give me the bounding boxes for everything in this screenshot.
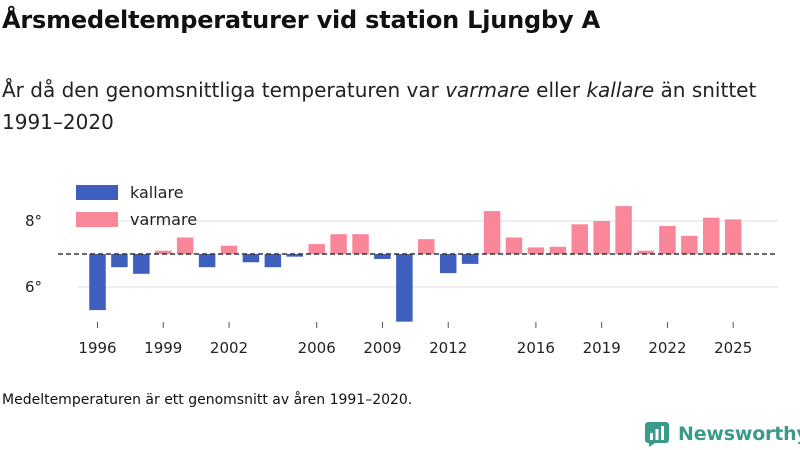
newsworthy-icon	[645, 422, 669, 447]
legend-swatch-colder	[76, 185, 118, 200]
bar-warmer	[637, 250, 654, 254]
x-tick-label: 2019	[583, 339, 621, 357]
bar-warmer	[659, 225, 676, 254]
subtitle-colder: kallare	[586, 78, 655, 102]
bar-warmer	[724, 219, 742, 254]
subtitle-part: eller	[529, 78, 587, 102]
x-tick-label: 2016	[517, 339, 555, 357]
bar-warmer	[549, 246, 567, 254]
bar-colder	[111, 254, 128, 268]
chart-title: Årsmedeltemperaturer vid station Ljungby…	[2, 6, 600, 34]
bar-warmer	[155, 250, 172, 254]
bar-colder	[439, 254, 457, 274]
bar-warmer	[308, 244, 325, 254]
bar-warmer	[527, 247, 545, 254]
legend-label-warmer: varmare	[130, 210, 197, 229]
brand-logo: Newsworthy	[644, 421, 800, 447]
x-tick-label: 2012	[429, 339, 467, 357]
chart-subtitle: År då den genomsnittliga temperaturen va…	[2, 74, 782, 138]
brand-name: Newsworthy	[678, 423, 800, 445]
subtitle-part: än snittet 1991–2020	[2, 78, 757, 134]
bar-warmer	[505, 237, 523, 254]
temperature-chart: 6° 8° 1996 1999 2002 2006 2009 2012 2016 2019 2022…	[25, 183, 778, 357]
x-tick-label: 1999	[144, 339, 182, 357]
legend-label-colder: kallare	[130, 183, 184, 202]
bar-warmer	[703, 217, 720, 254]
y-tick-label: 6°	[25, 278, 42, 296]
bar-warmer	[483, 211, 501, 254]
bar-colder	[396, 254, 413, 322]
bar-warmer	[418, 239, 435, 254]
bar-warmer	[681, 235, 698, 254]
bar-colder	[242, 254, 260, 263]
subtitle-part: År då den genomsnittliga temperaturen va…	[2, 78, 446, 102]
x-tick-label: 1996	[78, 339, 116, 357]
bar-colder	[133, 254, 150, 274]
y-tick-label: 8°	[25, 212, 42, 230]
x-tick-label: 2009	[363, 339, 401, 357]
legend-swatch-warmer	[76, 212, 118, 227]
bar-colder	[374, 254, 391, 259]
bar-warmer	[330, 234, 347, 254]
bar-warmer	[571, 224, 588, 254]
bar-colder	[286, 254, 304, 257]
bar-colder	[89, 254, 106, 311]
bar-warmer	[176, 237, 194, 254]
bar-warmer	[593, 221, 610, 254]
bar-colder	[198, 254, 216, 268]
footnote: Medeltemperaturen är ett genomsnitt av å…	[2, 392, 413, 408]
bar-colder	[264, 254, 282, 268]
x-tick-label: 2025	[714, 339, 752, 357]
bar-warmer	[220, 245, 238, 254]
bar-colder	[461, 254, 479, 264]
x-tick-label: 2002	[210, 339, 248, 357]
x-tick-label: 2006	[298, 339, 336, 357]
bar-warmer	[615, 206, 632, 254]
bar-warmer	[352, 234, 369, 254]
x-tick-label: 2022	[648, 339, 686, 357]
subtitle-warmer: varmare	[445, 78, 530, 102]
